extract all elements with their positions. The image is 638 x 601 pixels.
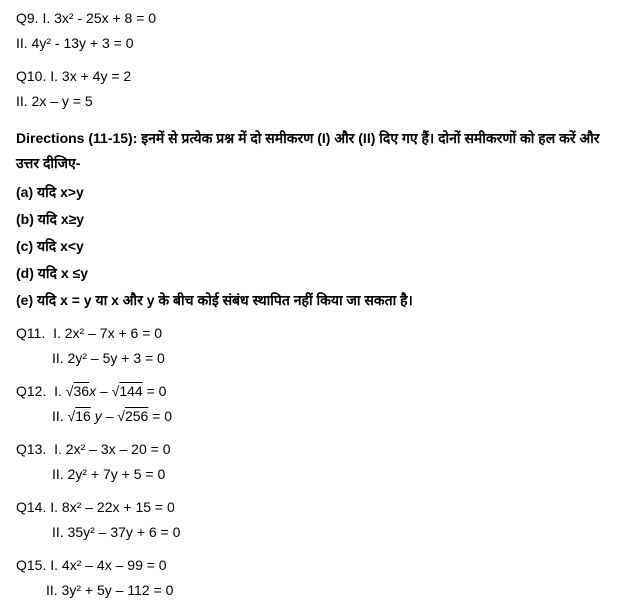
q12-eq1-post: = 0 bbox=[143, 383, 167, 399]
q12-line2: II. √16 y – √256 = 0 bbox=[16, 406, 622, 427]
option-b: (b) यदि x≥y bbox=[16, 209, 622, 230]
q14-eq1: I. 8x² – 22x + 15 = 0 bbox=[50, 499, 175, 515]
option-d: (d) यदि x ≤y bbox=[16, 263, 622, 284]
q12-eq2-b: 256 bbox=[125, 408, 148, 424]
option-a: (a) यदि x>y bbox=[16, 182, 622, 203]
q10-eq1: I. 3x + 4y = 2 bbox=[50, 68, 131, 84]
question-14: Q14. I. 8x² – 22x + 15 = 0 II. 35y² – 37… bbox=[16, 497, 622, 543]
q15-eq1: I. 4x² – 4x – 99 = 0 bbox=[50, 557, 166, 573]
question-11: Q11. I. 2x² – 7x + 6 = 0 II. 2y² – 5y + … bbox=[16, 323, 622, 369]
q12-eq1-b: 144 bbox=[119, 383, 142, 399]
q11-eq1: I. 2x² – 7x + 6 = 0 bbox=[53, 325, 162, 341]
q10-eq2: II. 2x – y = 5 bbox=[16, 91, 622, 112]
question-15: Q15. I. 4x² – 4x – 99 = 0 II. 3y² + 5y –… bbox=[16, 555, 622, 601]
q14-line1: Q14. I. 8x² – 22x + 15 = 0 bbox=[16, 497, 622, 518]
q9-eq2: II. 4y² - 13y + 3 = 0 bbox=[16, 33, 622, 54]
option-c: (c) यदि x<y bbox=[16, 236, 622, 257]
q12-eq1-mid: x – √ bbox=[89, 383, 119, 399]
q11-eq2: II. 2y² – 5y + 3 = 0 bbox=[16, 348, 622, 369]
option-e: (e) यदि x = y या x और y के बीच कोई संबंध… bbox=[16, 290, 622, 311]
q14-eq2: II. 35y² – 37y + 6 = 0 bbox=[16, 522, 622, 543]
q9-line1: Q9. I. 3x² - 25x + 8 = 0 bbox=[16, 8, 622, 29]
directions-block: Directions (11-15): इनमें से प्रत्येक प्… bbox=[16, 126, 622, 176]
q15-eq2: II. 3y² + 5y – 112 = 0 bbox=[16, 580, 622, 601]
q12-eq2-post: = 0 bbox=[148, 408, 172, 424]
q14-label: Q14. bbox=[16, 499, 46, 515]
q12-eq2-pre: II. √ bbox=[52, 408, 75, 424]
directions-label: Directions (11-15): bbox=[16, 130, 137, 146]
q12-label: Q12. bbox=[16, 383, 46, 399]
q15-label: Q15. bbox=[16, 557, 46, 573]
q9-eq1: I. 3x² - 25x + 8 = 0 bbox=[42, 10, 156, 26]
q12-eq2-mid: y – √ bbox=[91, 408, 125, 424]
q12-eq1-pre: I. √ bbox=[54, 383, 73, 399]
q11-line1: Q11. I. 2x² – 7x + 6 = 0 bbox=[16, 323, 622, 344]
q15-line1: Q15. I. 4x² – 4x – 99 = 0 bbox=[16, 555, 622, 576]
q13-eq1: I. 2x² – 3x – 20 = 0 bbox=[54, 441, 170, 457]
q12-line1: Q12. I. √36x – √144 = 0 bbox=[16, 381, 622, 402]
question-9: Q9. I. 3x² - 25x + 8 = 0 II. 4y² - 13y +… bbox=[16, 8, 622, 54]
q12-eq2-a: 16 bbox=[75, 408, 91, 424]
question-12: Q12. I. √36x – √144 = 0 II. √16 y – √256… bbox=[16, 381, 622, 427]
q10-label: Q10. bbox=[16, 68, 46, 84]
q12-eq1-a: 36 bbox=[74, 383, 90, 399]
question-13: Q13. I. 2x² – 3x – 20 = 0 II. 2y² + 7y +… bbox=[16, 439, 622, 485]
q11-label: Q11. bbox=[16, 325, 45, 341]
q13-line1: Q13. I. 2x² – 3x – 20 = 0 bbox=[16, 439, 622, 460]
q9-label: Q9. bbox=[16, 10, 39, 26]
q13-label: Q13. bbox=[16, 441, 46, 457]
question-10: Q10. I. 3x + 4y = 2 II. 2x – y = 5 bbox=[16, 66, 622, 112]
q10-line1: Q10. I. 3x + 4y = 2 bbox=[16, 66, 622, 87]
q13-eq2: II. 2y² + 7y + 5 = 0 bbox=[16, 464, 622, 485]
